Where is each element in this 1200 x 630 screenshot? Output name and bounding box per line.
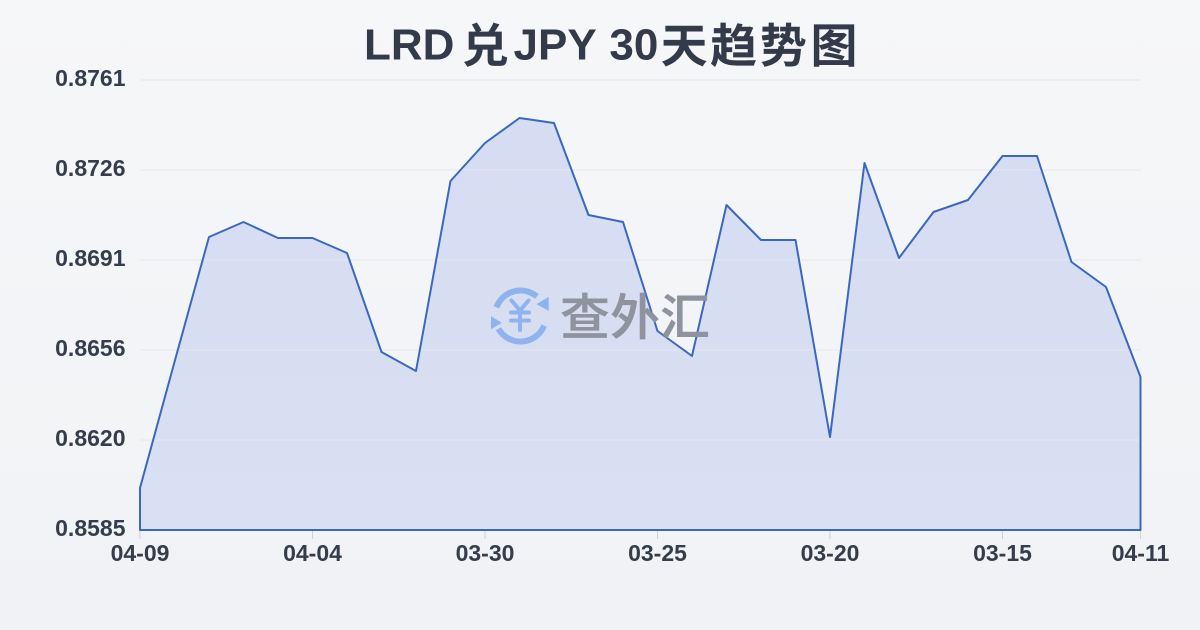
svg-text:0.8726: 0.8726: [55, 155, 125, 181]
svg-text:04-04: 04-04: [283, 540, 342, 566]
svg-text:04-11: 04-11: [1112, 540, 1170, 566]
svg-text:30: 30: [609, 20, 658, 69]
svg-text:0.8656: 0.8656: [55, 335, 125, 361]
svg-text:03-20: 03-20: [801, 540, 860, 566]
svg-text:0.8585: 0.8585: [55, 515, 126, 541]
svg-text:03-30: 03-30: [456, 540, 515, 566]
svg-text:03-15: 03-15: [973, 540, 1032, 566]
svg-text:JPY: JPY: [514, 20, 597, 69]
svg-text:03-25: 03-25: [628, 540, 687, 566]
svg-text:0.8691: 0.8691: [55, 245, 126, 271]
svg-text:0.8620: 0.8620: [55, 425, 125, 451]
svg-text:04-09: 04-09: [111, 540, 170, 566]
svg-text:LRD: LRD: [364, 20, 454, 69]
svg-text:0.8761: 0.8761: [55, 65, 126, 91]
